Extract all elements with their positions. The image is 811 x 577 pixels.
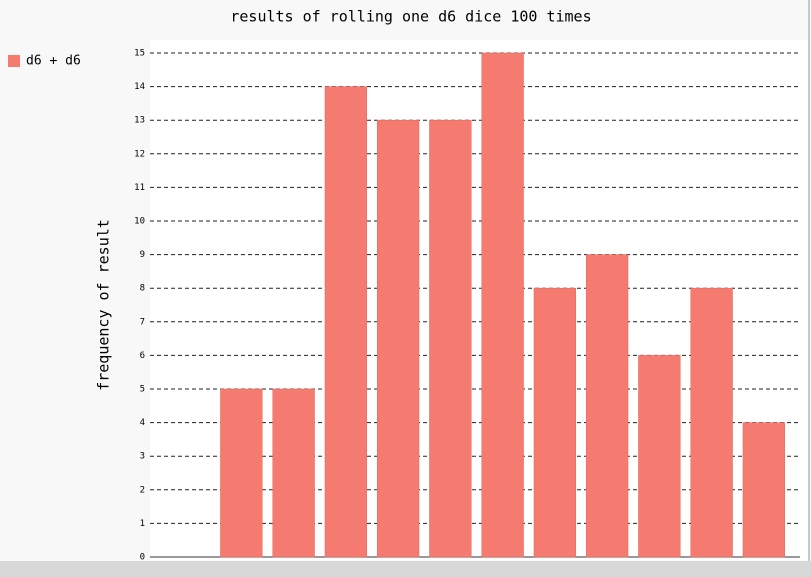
bar: [690, 287, 733, 558]
bar: [638, 355, 681, 558]
y-tick-label: 0: [140, 553, 145, 563]
bottom-band: [0, 561, 811, 577]
bar: [429, 119, 472, 558]
y-tick-label: 5: [140, 385, 145, 395]
y-axis-title: frequency of result: [95, 219, 113, 391]
y-tick-label: 15: [134, 49, 145, 59]
y-tick-label: 3: [140, 452, 145, 462]
y-tick-label: 12: [134, 149, 145, 159]
y-tick-label: 2: [140, 485, 145, 495]
y-tick-label: 9: [140, 250, 145, 260]
y-tick-label: 14: [134, 82, 145, 92]
y-tick-label: 1: [140, 519, 145, 529]
y-tick-label: 7: [140, 317, 145, 327]
bar: [272, 388, 315, 558]
y-tick-label: 6: [140, 351, 145, 361]
bar: [585, 254, 629, 558]
y-tick-label: 11: [134, 183, 145, 193]
y-tick-label: 10: [134, 217, 145, 227]
chart-title: results of rolling one d6 dice 100 times: [230, 8, 591, 26]
bar: [376, 119, 420, 558]
y-tick-label: 8: [140, 284, 145, 294]
bar: [533, 287, 577, 558]
y-tick-label: 4: [140, 418, 145, 428]
legend-label[interactable]: d6 + d6: [26, 54, 81, 69]
bar: [324, 86, 368, 558]
legend-swatch[interactable]: [8, 55, 20, 67]
bar: [742, 422, 786, 558]
bar: [481, 52, 524, 558]
bar: [220, 388, 263, 558]
y-tick-label: 13: [134, 116, 145, 126]
